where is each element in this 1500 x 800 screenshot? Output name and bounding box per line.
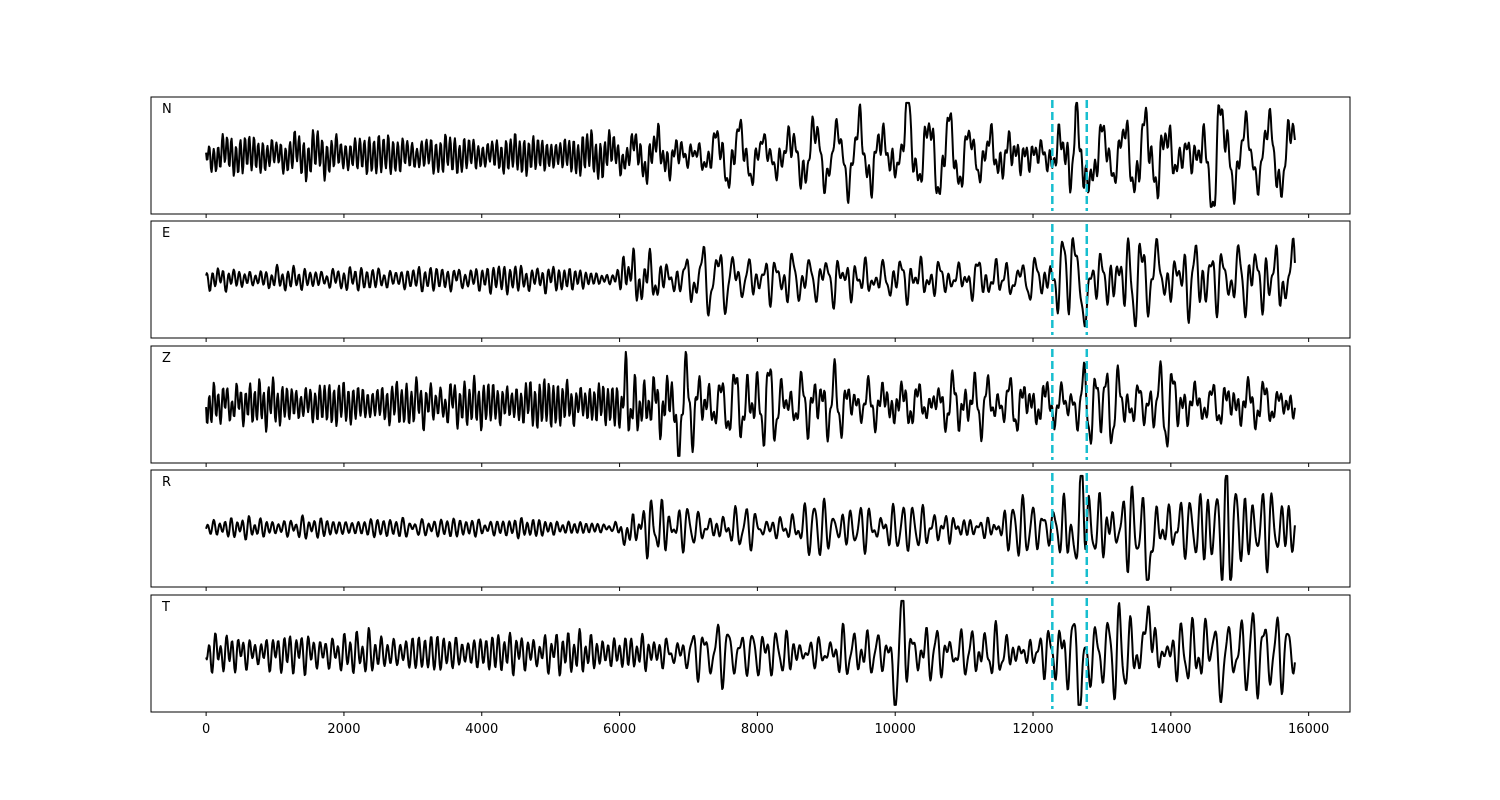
waveform-trace	[205, 474, 1296, 581]
x-tick-label: 4000	[465, 722, 498, 737]
waveform-trace	[205, 599, 1296, 706]
channel-panel-n: N	[150, 96, 1351, 218]
panel-frame	[150, 594, 1351, 713]
panel-frame	[150, 96, 1351, 215]
x-tick-label: 2000	[327, 722, 360, 737]
x-tick-label: 0	[202, 722, 210, 737]
x-tick-label: 10000	[875, 722, 916, 737]
waveform-trace	[205, 350, 1296, 457]
channel-label: N	[162, 102, 172, 117]
panel-frame	[150, 220, 1351, 339]
channel-panel-z: Z	[150, 345, 1351, 467]
channel-panels: N E Z R T	[150, 96, 1351, 716]
x-tick-label: 16000	[1288, 722, 1329, 737]
waveform-trace	[205, 237, 1296, 328]
waveform-trace	[205, 101, 1296, 208]
x-tick-label: 8000	[741, 722, 774, 737]
x-tick-label: 12000	[1012, 722, 1053, 737]
channel-panel-t: T	[150, 594, 1351, 716]
x-tick-label: 14000	[1150, 722, 1191, 737]
channel-label: T	[161, 600, 170, 615]
panel-frame	[150, 469, 1351, 588]
channel-label: R	[162, 475, 171, 490]
channel-panel-r: R	[150, 469, 1351, 591]
channel-label: E	[162, 226, 170, 241]
x-axis: 0 2000 4000 6000 8000 10000 12000 14000 16000	[202, 722, 1329, 737]
x-tick-label: 6000	[603, 722, 636, 737]
channel-label: Z	[162, 351, 171, 366]
channel-panel-e: E	[150, 220, 1351, 342]
panel-frame	[150, 345, 1351, 464]
